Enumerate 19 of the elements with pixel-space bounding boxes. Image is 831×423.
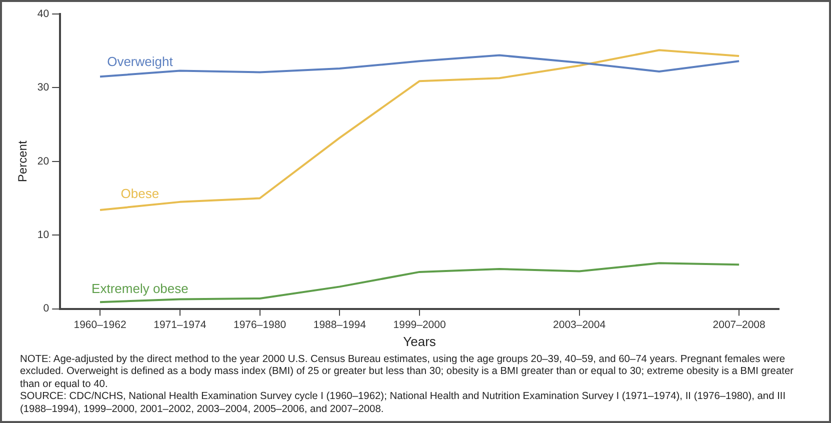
x-tick-label: 2007–2008 (712, 318, 766, 331)
series-label: Obese (120, 186, 160, 202)
text: NOTE: Age-adjusted by the direct method to the year 2000 U.S. Census Bureau estimates, using the age groups 20–39, 40–59, and 60–74 years. Pregnant females were excluded. Overweight is defined as a body mass index (BMI) of 25 or greater but less than 30; obesity is a BMI greater than or equal to 30; extreme obesity is a BMI greater than or equal to 40. (20, 354, 795, 392)
x-tick-label: 1999–2000 (393, 318, 446, 331)
y-tick-label: 0 (43, 302, 50, 315)
x-tick-label: 1971–1974 (154, 318, 206, 331)
y-tick-label: 10 (37, 228, 50, 241)
x-tick-label: 1960–1962 (74, 318, 126, 331)
y-tick-label: 20 (37, 155, 50, 168)
y-axis-title: Percent (16, 140, 30, 182)
x-tick-label: 1976–1980 (234, 318, 286, 331)
x-tick-label: 2003–2004 (553, 318, 606, 331)
source-note: SOURCE: CDC/NCHS, National Health Examination Survey cycle I (1960–1962); National Health and Nutrition Examination Survey I (1971–1974), II (1976–1980), and III (1988–1994), 1999–2000, 2001–2002, 2003–2004, 2005–2006, and 2007–2008. (20, 391, 787, 416)
y-tick-label: 40 (37, 8, 50, 20)
series-label: Overweight (107, 54, 174, 69)
x-axis-title: Years (403, 334, 436, 349)
x-tick-label: 1988–1994 (313, 318, 366, 331)
y-tick-label: 30 (37, 82, 50, 94)
series-label: Extremely obese (92, 280, 188, 296)
